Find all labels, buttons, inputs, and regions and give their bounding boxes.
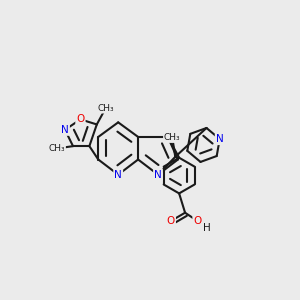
Text: O: O bbox=[76, 114, 85, 124]
Text: O: O bbox=[194, 216, 202, 226]
Text: O: O bbox=[167, 216, 175, 226]
Text: H: H bbox=[202, 223, 210, 232]
Text: N: N bbox=[61, 125, 69, 135]
Text: N: N bbox=[216, 134, 224, 144]
Text: CH₃: CH₃ bbox=[98, 103, 114, 112]
Text: N: N bbox=[114, 170, 122, 180]
Text: CH₃: CH₃ bbox=[164, 133, 181, 142]
Text: N: N bbox=[154, 170, 162, 180]
Text: CH₃: CH₃ bbox=[48, 144, 65, 153]
